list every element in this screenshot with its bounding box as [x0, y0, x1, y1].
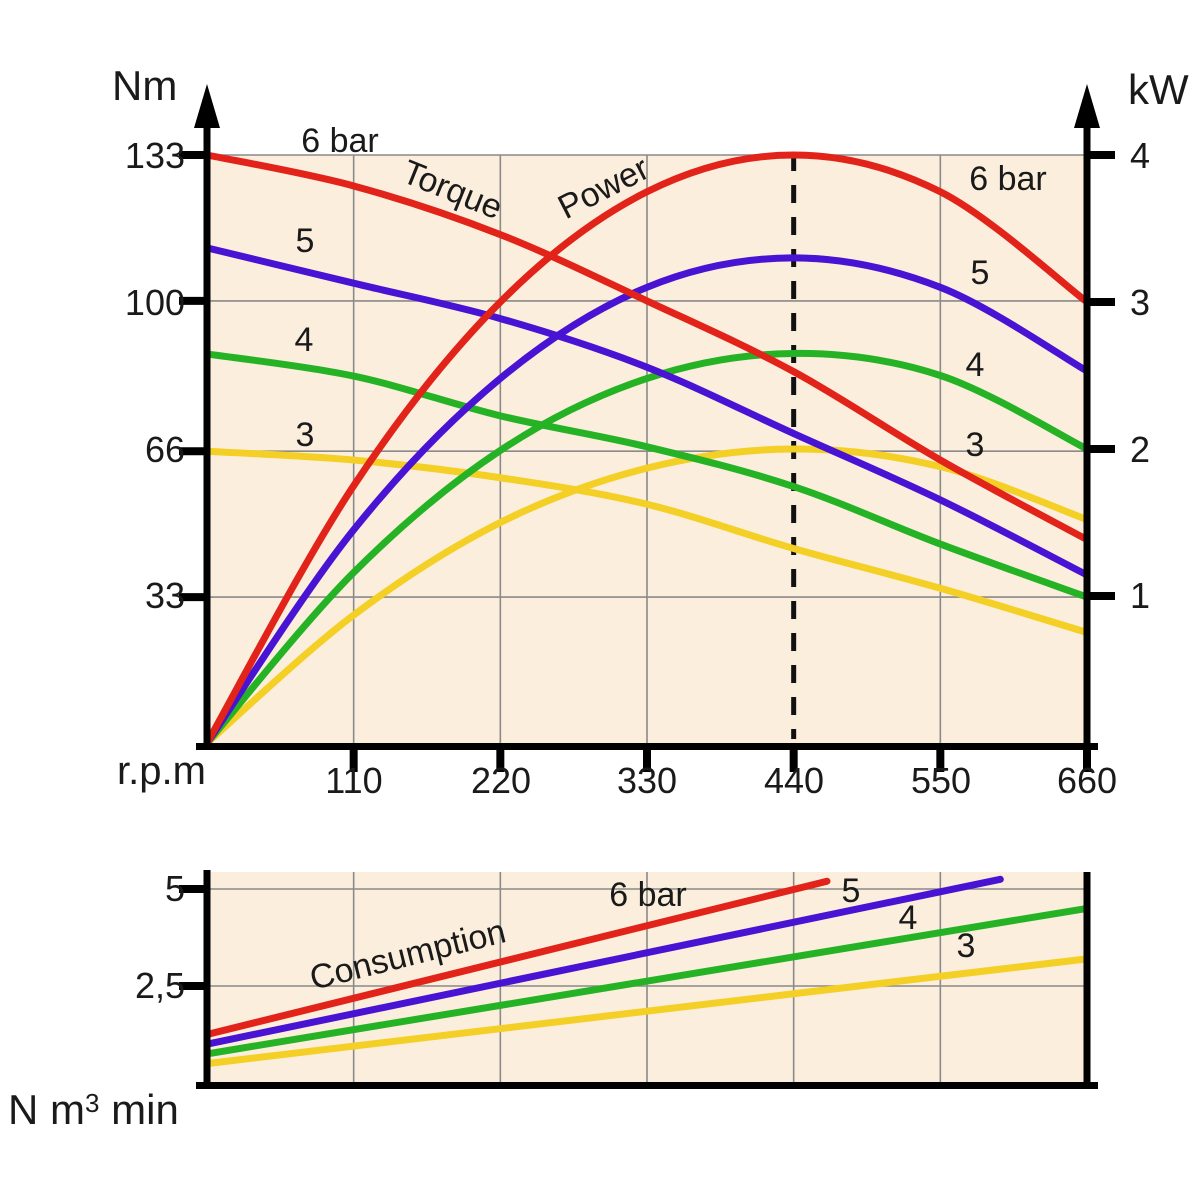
curve-torque-6bar: [206, 151, 1089, 543]
x-tick-330: 330: [616, 760, 678, 801]
x-tick-220: 220: [470, 760, 532, 801]
cons-y-tick-5: 5: [164, 868, 185, 909]
cons-unit-suffix: min: [99, 1086, 179, 1133]
power-3bar-label: 3: [965, 426, 985, 464]
cons-unit-sup: 3: [85, 1088, 100, 1118]
consumption-4bar-label: 4: [898, 899, 918, 937]
y-left-tick-133: 133: [124, 135, 185, 176]
consumption-5bar-label: 5: [841, 872, 861, 910]
y-right-tick-1: 1: [1130, 575, 1151, 616]
y-axis-left-arrow: [194, 84, 220, 128]
x-unit-label: r.p.m: [117, 749, 206, 793]
y-right-tick-3: 3: [1130, 282, 1151, 323]
y-right-tick-2: 2: [1130, 429, 1151, 470]
consumption-6bar-label: 6 bar: [609, 876, 687, 914]
torque-5bar-label: 5: [295, 222, 315, 260]
curve-torque-4bar: [206, 350, 1089, 601]
y-right-unit-label: kW: [1128, 66, 1189, 113]
x-tick-110: 110: [325, 760, 383, 801]
y-right-tick-4: 4: [1130, 135, 1151, 176]
curve-torque-3bar: [206, 447, 1089, 636]
cons-unit-prefix: N m: [8, 1086, 85, 1133]
curve-consumption-3bar: [203, 955, 1091, 1068]
y-left-unit-label: Nm: [112, 62, 178, 109]
curve-power-6bar: [203, 151, 1090, 745]
torque-6bar-label: 6 bar: [301, 122, 379, 160]
cons-y-tick-2-5: 2,5: [134, 965, 185, 1006]
y-left-tick-33: 33: [144, 575, 185, 616]
power-6bar-label: 6 bar: [969, 160, 1047, 198]
curve-power-5bar: [204, 254, 1089, 745]
curve-consumption-4bar: [203, 904, 1091, 1058]
curve-consumption-6bar: [203, 877, 831, 1038]
x-tick-550: 550: [910, 760, 972, 801]
curve-consumption-5bar: [203, 875, 1004, 1048]
y-left-tick-100: 100: [124, 282, 185, 323]
torque-4bar-label: 4: [294, 321, 314, 359]
x-tick-440: 440: [763, 760, 825, 801]
y-axis-right-arrow: [1074, 84, 1100, 128]
curve-power-3bar: [204, 445, 1089, 746]
y-left-tick-66: 66: [144, 429, 185, 470]
torque-3bar-label: 3: [295, 416, 315, 454]
cons-unit-label: N m3 min: [8, 1086, 179, 1133]
consumption-3bar-label: 3: [956, 927, 976, 965]
curve-torque-5bar: [206, 244, 1089, 579]
power-5bar-label: 5: [970, 254, 990, 292]
curve-power-4bar: [204, 349, 1089, 746]
power-4bar-label: 4: [965, 346, 985, 384]
x-tick-660: 660: [1056, 760, 1118, 801]
